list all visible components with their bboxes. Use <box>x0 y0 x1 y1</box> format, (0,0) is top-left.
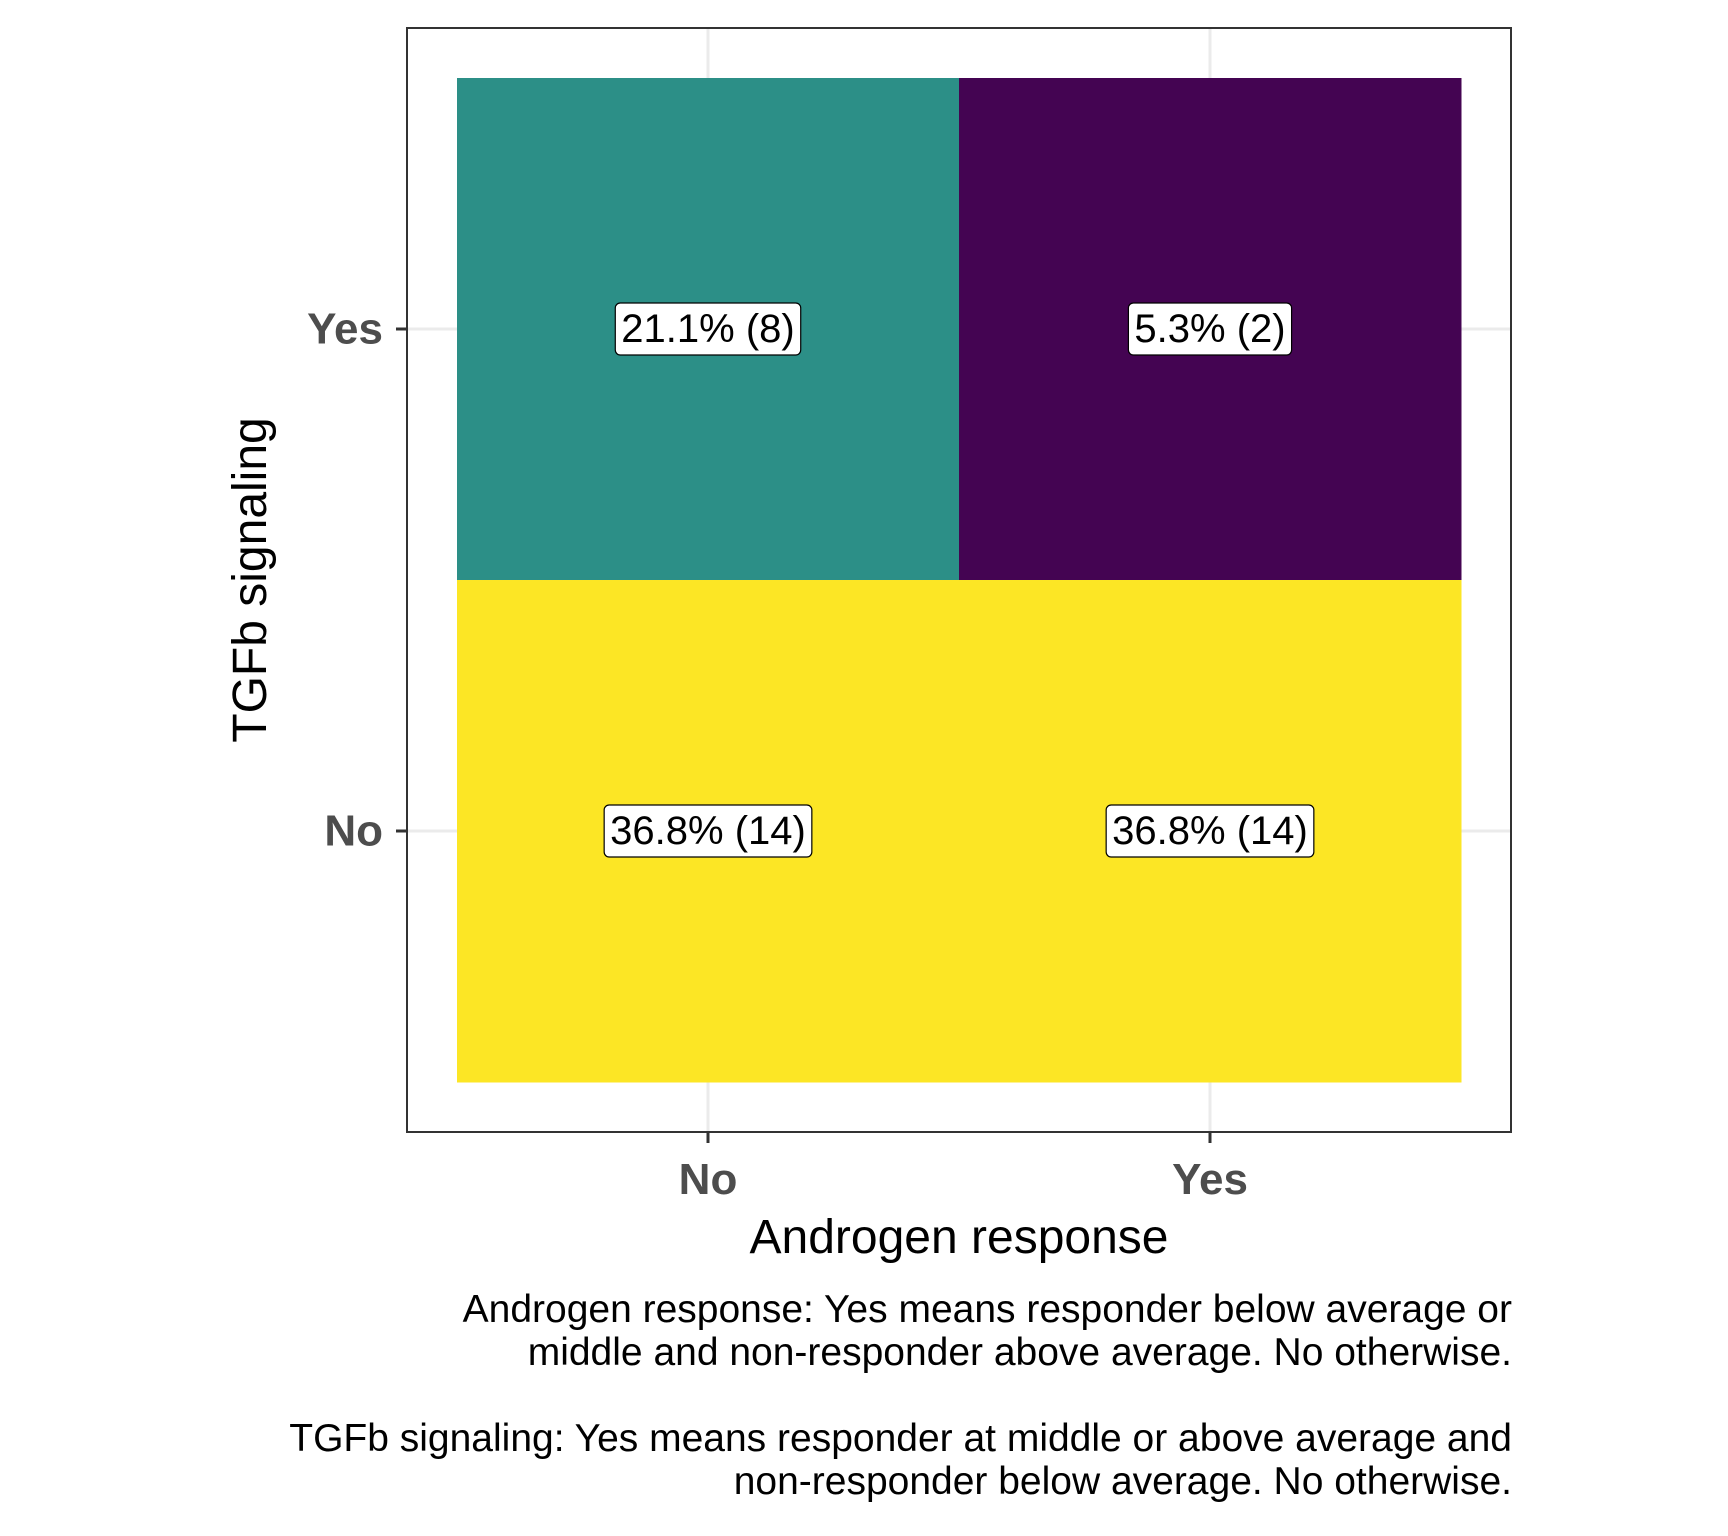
y-axis-title: TGFb signaling <box>224 417 277 742</box>
x-tick-label-yes: Yes <box>1172 1155 1248 1204</box>
cell-label-x-no-y-yes: 21.1% (8) <box>614 302 802 356</box>
caption-spacer <box>112 1374 1512 1417</box>
cell-label-x-yes-y-no: 36.8% (14) <box>1105 804 1315 858</box>
chart-caption: Androgen response: Yes means responder b… <box>112 1288 1512 1503</box>
cell-label-x-no-y-no: 36.8% (14) <box>603 804 813 858</box>
cell-label-text: 36.8% (14) <box>610 809 806 853</box>
panel-border <box>406 27 1512 1133</box>
axis-ticks: No Yes No Yes <box>307 305 1248 1205</box>
caption-tgfb-line-2: non-responder below average. No otherwis… <box>733 1460 1512 1503</box>
x-tick-label-no: No <box>679 1155 738 1204</box>
caption-androgen-line-2: middle and non-responder above average. … <box>527 1331 1512 1374</box>
cell-label-text: 36.8% (14) <box>1112 809 1308 853</box>
caption-androgen-line-1: Androgen response: Yes means responder b… <box>462 1288 1512 1331</box>
caption-tgfb-line-1: TGFb signaling: Yes means responder at m… <box>289 1417 1512 1460</box>
cell-labels: 21.1% (8) 5.3% (2) 36.8% (14) 36.8% (14) <box>603 302 1315 858</box>
y-tick-label-no: No <box>324 807 383 856</box>
cell-label-x-yes-y-yes: 5.3% (2) <box>1127 302 1293 356</box>
y-tick-label-yes: Yes <box>307 305 383 354</box>
cell-label-box <box>1127 302 1293 356</box>
x-axis-title: Androgen response <box>750 1211 1169 1264</box>
cell-label-text: 21.1% (8) <box>621 307 794 351</box>
cell-label-box <box>1105 804 1315 858</box>
cell-label-box <box>614 302 802 356</box>
cell-label-text: 5.3% (2) <box>1134 307 1285 351</box>
cell-label-box <box>603 804 813 858</box>
heatmap-cells <box>457 78 1462 1083</box>
